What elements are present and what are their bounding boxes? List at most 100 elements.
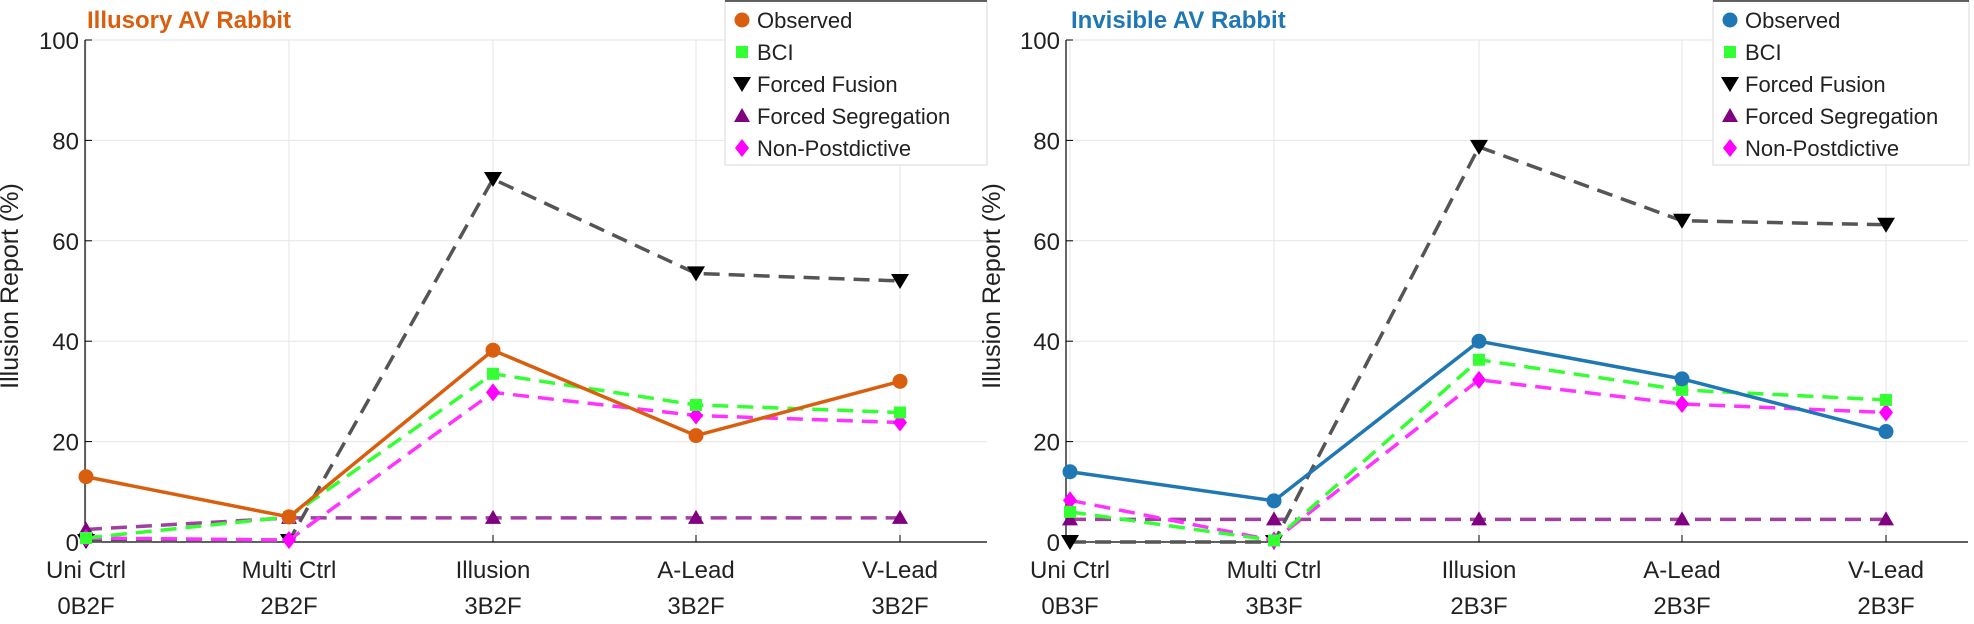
series-line-forced-fusion: [1070, 144, 1887, 544]
y-tick-label: 0: [1047, 530, 1060, 557]
point-forced-segregation: [485, 509, 501, 524]
x-tick-label: V-Lead: [862, 557, 938, 584]
y-tick-label: 80: [52, 128, 79, 155]
legend: Observed BCI Forced Fusion Forced Segregati…: [1712, 0, 1970, 166]
legend-marker-non-postdictive: [1723, 139, 1737, 157]
legend-marker-forced-segregation: [734, 108, 750, 122]
legend-label-observed: Observed: [757, 8, 852, 33]
legend-label-observed: Observed: [1745, 8, 1840, 33]
point-bci: [80, 531, 92, 544]
legend-box: [1712, 0, 1970, 166]
x-tick-label: A-Lead: [1643, 557, 1720, 584]
y-tick-label: 80: [1033, 128, 1060, 155]
x-tick-sublabel: 3B2F: [667, 593, 724, 619]
x-tick-sublabel: 3B2F: [464, 593, 521, 619]
x-tick-sublabel: 2B3F: [1450, 593, 1507, 619]
point-forced-segregation: [1062, 511, 1078, 526]
y-tick-label: 60: [52, 229, 79, 256]
point-bci: [1064, 505, 1076, 518]
point-observed: [1471, 333, 1487, 349]
chart-panel-right: 0 20 40 60 80 100 Uni Ctrl 0B3F Multi Ctrl 3B3F Il…: [978, 0, 1970, 620]
legend-label-forced-segregation: Forced Segregation: [757, 104, 950, 129]
legend-label-non-postdictive: Non-Postdictive: [1745, 136, 1899, 161]
chart-title: Invisible AV Rabbit: [1071, 7, 1286, 34]
point-forced-segregation: [1878, 511, 1894, 526]
point-forced-segregation: [1471, 511, 1487, 526]
legend-marker-observed: [1722, 12, 1738, 28]
y-tick-label: 20: [52, 430, 79, 457]
legend-label-non-postdictive: Non-Postdictive: [757, 136, 911, 161]
x-tick-label: Uni Ctrl: [1030, 557, 1110, 584]
point-forced-segregation: [892, 509, 908, 524]
point-forced-fusion: [1061, 535, 1079, 550]
y-tick-label: 100: [1020, 28, 1060, 55]
legend-marker-forced-fusion: [733, 77, 751, 92]
y-tick-label: 40: [52, 329, 79, 356]
point-bci: [894, 406, 906, 419]
legend-marker-bci: [736, 46, 748, 58]
x-tick-sublabel: 3B3F: [1245, 593, 1302, 619]
point-observed: [1674, 371, 1690, 387]
point-forced-fusion: [891, 273, 909, 289]
point-forced-segregation: [1266, 511, 1282, 526]
legend: Observed BCI Forced Fusion Forced Segregati…: [724, 0, 988, 166]
point-observed: [1062, 464, 1078, 480]
x-tick-label: Multi Ctrl: [1227, 557, 1322, 584]
point-non-postdictive: [1472, 370, 1486, 389]
x-tick-sublabel: 0B2F: [57, 593, 114, 619]
x-tick-label: Uni Ctrl: [46, 557, 126, 584]
y-axis-label: Illusion Report (%): [978, 183, 1006, 389]
legend-marker-non-postdictive: [735, 139, 749, 157]
point-forced-fusion: [1673, 213, 1691, 229]
legend-label-forced-fusion: Forced Fusion: [757, 72, 898, 97]
point-non-postdictive: [486, 383, 500, 402]
legend-marker-observed: [734, 12, 750, 28]
y-tick-label: 40: [1033, 329, 1060, 356]
y-tick-label: 20: [1033, 430, 1060, 457]
legend-label-bci: BCI: [757, 40, 794, 65]
y-axis-label: Illusion Report (%): [0, 183, 24, 389]
point-observed: [281, 509, 297, 525]
y-tick-label: 60: [1033, 229, 1060, 256]
legend-marker-bci: [1724, 46, 1736, 58]
point-forced-segregation: [688, 509, 704, 524]
point-forced-segregation: [78, 521, 94, 536]
x-tick-label: Illusion: [456, 557, 531, 584]
x-tick-label: Illusion: [1442, 557, 1517, 584]
y-tick-label: 100: [39, 28, 79, 55]
x-tick-label: Multi Ctrl: [242, 557, 337, 584]
legend-marker-forced-segregation: [1722, 108, 1738, 122]
point-observed: [1266, 493, 1282, 509]
point-bci: [690, 398, 702, 411]
point-observed: [892, 373, 908, 389]
legend-label-forced-fusion: Forced Fusion: [1745, 72, 1886, 97]
point-non-postdictive: [1063, 491, 1077, 510]
point-bci: [1880, 393, 1892, 406]
point-bci: [1268, 534, 1280, 547]
x-tick-label: A-Lead: [657, 557, 734, 584]
x-tick-label: V-Lead: [1848, 557, 1924, 584]
point-forced-fusion: [484, 172, 502, 188]
y-tick-label: 0: [66, 530, 79, 557]
point-observed: [1878, 424, 1894, 440]
point-bci: [1473, 353, 1485, 366]
legend-label-forced-segregation: Forced Segregation: [1745, 104, 1938, 129]
point-observed: [485, 342, 501, 358]
chart-panel-left: 0 20 40 60 80 100 Uni Ctrl 0B2F Multi Ctrl 2B2F Il…: [0, 0, 988, 620]
legend-box: [724, 0, 988, 166]
point-non-postdictive: [1879, 403, 1893, 422]
point-observed: [78, 469, 94, 485]
x-tick-sublabel: 2B3F: [1653, 593, 1710, 619]
x-tick-sublabel: 2B3F: [1857, 593, 1914, 619]
point-forced-fusion: [1470, 139, 1488, 155]
point-non-postdictive: [689, 406, 703, 425]
point-forced-fusion: [1877, 217, 1895, 233]
point-bci: [487, 367, 499, 380]
point-forced-fusion: [687, 266, 705, 282]
point-bci: [1676, 383, 1688, 396]
point-non-postdictive: [1675, 394, 1689, 413]
x-tick-sublabel: 3B2F: [871, 593, 928, 619]
series-line-non-postdictive: [1069, 378, 1887, 543]
